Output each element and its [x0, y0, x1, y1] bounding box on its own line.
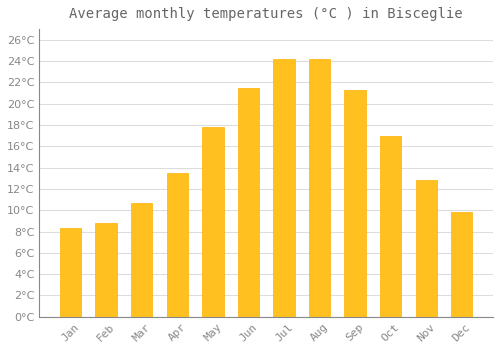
Bar	[166, 173, 188, 317]
Title: Average monthly temperatures (°C ) in Bisceglie: Average monthly temperatures (°C ) in Bi…	[70, 7, 463, 21]
Bar	[416, 180, 437, 317]
Bar	[344, 90, 366, 317]
Bar	[451, 212, 472, 317]
Bar	[202, 127, 224, 317]
Bar	[238, 88, 259, 317]
Bar	[96, 223, 117, 317]
Bar	[131, 203, 152, 317]
Bar	[60, 228, 82, 317]
Bar	[274, 59, 294, 317]
Bar	[309, 59, 330, 317]
Bar	[380, 136, 402, 317]
